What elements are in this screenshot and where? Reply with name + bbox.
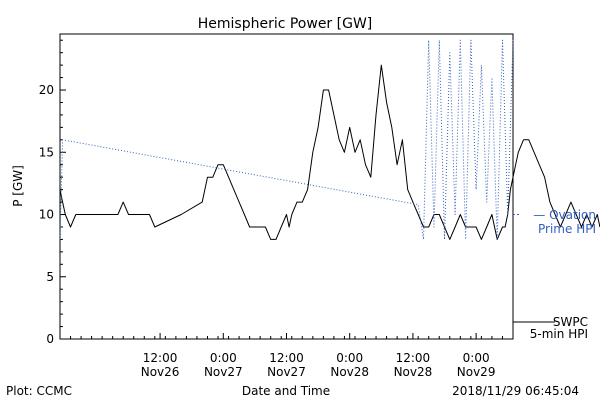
y-tick-label: 0 (46, 332, 54, 346)
x-tick-day-label: Nov28 (330, 365, 369, 379)
y-axis: 0 5 10 15 20 (39, 39, 66, 346)
series-layer (59, 39, 600, 240)
y-tick-label: 10 (39, 208, 54, 222)
x-tick-hour-label: 0:00 (463, 351, 490, 365)
x-tick-day-label: Nov26 (141, 365, 180, 379)
chart-title: Hemispheric Power [GW] (198, 16, 373, 32)
plot-timestamp: 2018/11/29 06:45:04 (452, 384, 579, 398)
legend-swpc-label: SWPC (553, 315, 588, 329)
legend-ovation-label: — Ovation (533, 208, 596, 222)
x-tick-day-label: Nov29 (457, 365, 496, 379)
x-tick-hour-label: 12:00 (143, 351, 178, 365)
x-tick-hour-label: 0:00 (210, 351, 237, 365)
series-line-swpc-5-min-hpi (59, 64, 600, 240)
y-tick-label: 15 (39, 145, 54, 159)
legend-ovation-label: Prime HPI (538, 222, 596, 236)
x-tick-day-label: Nov28 (394, 365, 433, 379)
y-tick-label: 5 (46, 270, 54, 284)
x-tick-hour-label: 0:00 (336, 351, 363, 365)
x-tick-hour-label: 12:00 (396, 351, 431, 365)
x-tick-day-label: Nov27 (204, 365, 243, 379)
x-axis: 12:00Nov260:00Nov2712:00Nov270:00Nov2812… (59, 333, 514, 379)
series-line-ovation-prime-hpi (59, 39, 514, 240)
plot-frame (59, 33, 514, 340)
x-axis-label: Date and Time (242, 384, 330, 398)
x-tick-day-label: Nov27 (267, 365, 306, 379)
plot-credit: Plot: CCMC (6, 384, 72, 398)
legend-swpc-label: 5-min HPI (530, 327, 588, 341)
x-tick-hour-label: 12:00 (269, 351, 304, 365)
y-tick-label: 20 (39, 83, 54, 97)
y-axis-label: P [GW] (11, 165, 25, 207)
